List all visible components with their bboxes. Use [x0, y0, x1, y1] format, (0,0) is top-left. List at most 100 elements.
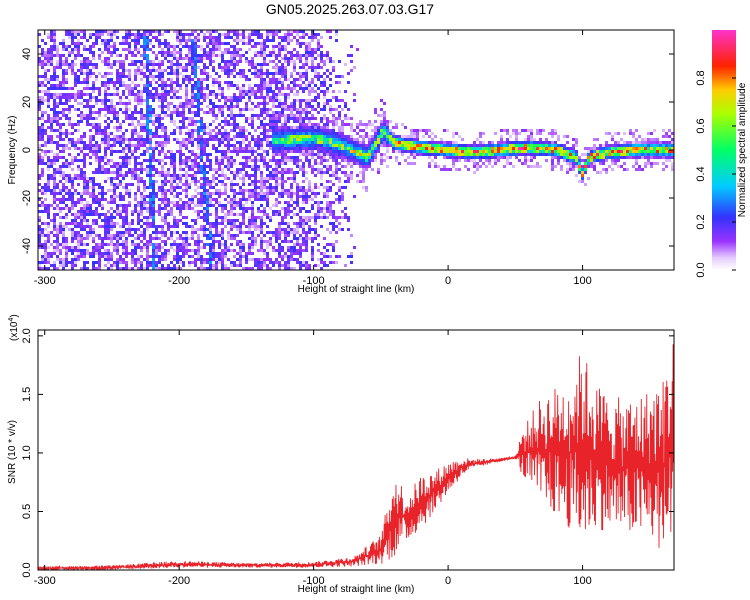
heatmap-cell — [158, 51, 161, 54]
heatmap-cell — [179, 144, 182, 147]
heatmap-cell — [305, 141, 308, 144]
heatmap-cell — [329, 57, 332, 60]
heatmap-cell — [197, 210, 200, 213]
heatmap-cell — [47, 162, 50, 165]
heatmap-cell — [302, 72, 305, 75]
heatmap-cell — [92, 42, 95, 45]
heatmap-cell — [38, 228, 41, 231]
heatmap-cell — [233, 60, 236, 63]
heatmap-cell — [92, 177, 95, 180]
heatmap-cell — [50, 219, 53, 222]
heatmap-cell — [344, 135, 347, 138]
heatmap-cell — [89, 192, 92, 195]
heatmap-cell — [170, 201, 173, 204]
heatmap-cell — [77, 183, 80, 186]
heatmap-cell — [260, 66, 263, 69]
heatmap-cell — [254, 90, 257, 93]
heatmap-cell — [59, 132, 62, 135]
heatmap-cell — [209, 228, 212, 231]
heatmap-cell — [224, 189, 227, 192]
heatmap-cell — [164, 99, 167, 102]
heatmap-cell — [164, 30, 167, 33]
heatmap-cell — [344, 147, 347, 150]
heatmap-cell — [245, 162, 248, 165]
heatmap-cell — [62, 102, 65, 105]
heatmap-cell — [86, 66, 89, 69]
heatmap-cell — [338, 129, 341, 132]
heatmap-cell — [263, 210, 266, 213]
heatmap-cell — [248, 90, 251, 93]
heatmap-cell — [209, 183, 212, 186]
heatmap-cell — [242, 222, 245, 225]
heatmap-cell — [56, 234, 59, 237]
heatmap-cell — [221, 252, 224, 255]
heatmap-cell — [332, 159, 335, 162]
heatmap-cell — [68, 63, 71, 66]
heatmap-cell — [47, 267, 50, 270]
heatmap-cell — [266, 108, 269, 111]
heatmap-cell — [194, 210, 197, 213]
heatmap-cell — [182, 153, 185, 156]
heatmap-cell — [185, 249, 188, 252]
heatmap-cell — [242, 69, 245, 72]
heatmap-cell — [284, 144, 287, 147]
heatmap-cell — [143, 123, 146, 126]
heatmap-cell — [95, 261, 98, 264]
heatmap-cell — [302, 66, 305, 69]
heatmap-cell — [140, 213, 143, 216]
heatmap-cell — [269, 117, 272, 120]
heatmap-cell — [146, 84, 149, 87]
heatmap-cell — [185, 204, 188, 207]
heatmap-cell — [224, 120, 227, 123]
heatmap-cell — [125, 162, 128, 165]
heatmap-cell — [89, 141, 92, 144]
heatmap-cell — [74, 261, 77, 264]
heatmap-cell — [125, 36, 128, 39]
heatmap-cell — [119, 171, 122, 174]
heatmap-cell — [329, 213, 332, 216]
heatmap-cell — [329, 204, 332, 207]
heatmap-cell — [254, 240, 257, 243]
heatmap-cell — [155, 255, 158, 258]
heatmap-cell — [200, 246, 203, 249]
heatmap-cell — [257, 114, 260, 117]
heatmap-cell — [245, 165, 248, 168]
heatmap-cell — [296, 243, 299, 246]
heatmap-cell — [44, 189, 47, 192]
heatmap-cell — [80, 249, 83, 252]
heatmap-cell — [257, 72, 260, 75]
heatmap-cell — [215, 105, 218, 108]
heatmap-cell — [155, 261, 158, 264]
heatmap-cell — [116, 267, 119, 270]
heatmap-cell — [344, 102, 347, 105]
heatmap-cell — [50, 54, 53, 57]
heatmap-cell — [62, 93, 65, 96]
heatmap-cell — [242, 267, 245, 270]
heatmap-cell — [230, 138, 233, 141]
heatmap-cell — [182, 105, 185, 108]
heatmap-cell — [182, 240, 185, 243]
heatmap-cell — [95, 63, 98, 66]
heatmap-cell — [284, 45, 287, 48]
heatmap-cell — [185, 105, 188, 108]
heatmap-cell — [338, 138, 341, 141]
heatmap-cell — [140, 180, 143, 183]
heatmap-cell — [317, 234, 320, 237]
heatmap-cell — [269, 171, 272, 174]
heatmap-cell — [122, 150, 125, 153]
heatmap-cell — [332, 138, 335, 141]
heatmap-cell — [272, 102, 275, 105]
heatmap-cell — [77, 54, 80, 57]
heatmap-cell — [212, 258, 215, 261]
heatmap-cell — [239, 168, 242, 171]
heatmap-cell — [83, 192, 86, 195]
heatmap-cell — [65, 225, 68, 228]
heatmap-cell — [191, 165, 194, 168]
heatmap-cell — [125, 204, 128, 207]
heatmap-cell — [257, 147, 260, 150]
heatmap-cell — [50, 141, 53, 144]
heatmap-cell — [221, 192, 224, 195]
heatmap-cell — [311, 228, 314, 231]
heatmap-cell — [308, 219, 311, 222]
heatmap-cell — [176, 174, 179, 177]
